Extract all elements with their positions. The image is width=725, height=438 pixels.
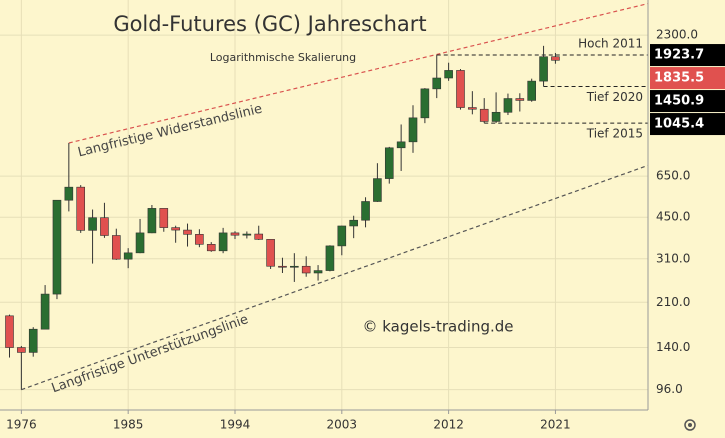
grid-layer bbox=[0, 0, 648, 410]
candle-body bbox=[301, 265, 311, 274]
candle-body bbox=[384, 147, 394, 179]
candle-body bbox=[100, 217, 109, 236]
candle-body bbox=[491, 111, 501, 122]
candle-body bbox=[171, 227, 180, 231]
trendline bbox=[68, 3, 649, 144]
price-marker-label: 1450.9 bbox=[654, 94, 704, 109]
candle-body bbox=[515, 98, 525, 101]
price-marker-label: 1045.4 bbox=[654, 117, 704, 132]
candle-body bbox=[361, 201, 370, 221]
candle-body bbox=[527, 80, 536, 101]
candle-body bbox=[242, 233, 252, 236]
candle-body bbox=[183, 229, 192, 235]
price-marker-label: 1923.7 bbox=[654, 48, 704, 63]
candle-body bbox=[396, 141, 406, 149]
candle-body bbox=[17, 347, 26, 353]
candle-body bbox=[135, 232, 145, 254]
candle-body bbox=[503, 98, 513, 113]
candle-body bbox=[278, 265, 287, 268]
candle-body bbox=[40, 293, 50, 330]
x-tick-label: 1985 bbox=[113, 418, 144, 432]
x-tick-label: 1976 bbox=[6, 418, 37, 432]
candle-body bbox=[444, 70, 453, 79]
candle-body bbox=[408, 117, 418, 143]
candle-body bbox=[456, 70, 465, 108]
y-tick-label: 450.0 bbox=[656, 210, 690, 224]
candle-body bbox=[28, 328, 38, 353]
candle-body bbox=[206, 244, 216, 252]
y-tick-label: 2300.0 bbox=[656, 28, 698, 42]
x-tick-label: 1994 bbox=[220, 418, 251, 432]
candle-body bbox=[76, 186, 86, 231]
candle-body bbox=[551, 56, 560, 61]
candle-body bbox=[313, 270, 323, 274]
chart-title: Gold-Futures (GC) Jahreschart bbox=[113, 12, 426, 36]
candle-body bbox=[337, 225, 347, 247]
trendline bbox=[21, 164, 649, 391]
settings-gear-center[interactable] bbox=[688, 423, 692, 427]
level-label: Tief 2015 bbox=[586, 127, 643, 141]
y-tick-label: 210.0 bbox=[656, 295, 690, 309]
candle-body bbox=[230, 232, 240, 236]
candle-body bbox=[468, 107, 477, 110]
candle-body bbox=[254, 233, 264, 240]
y-tick-label: 96.0 bbox=[656, 382, 683, 396]
x-tick-label: 2021 bbox=[540, 418, 571, 432]
price-marker bbox=[650, 113, 725, 136]
candle-body bbox=[195, 234, 204, 245]
candle-body bbox=[420, 88, 430, 119]
price-marker bbox=[650, 67, 725, 90]
price-marker bbox=[650, 44, 725, 67]
y-tick-label: 310.0 bbox=[656, 251, 690, 265]
candle-body bbox=[123, 252, 133, 260]
settings-icon[interactable] bbox=[684, 419, 696, 431]
candle-body bbox=[432, 77, 442, 90]
candle-body bbox=[147, 208, 157, 234]
candle-body bbox=[64, 186, 74, 201]
candle-body bbox=[325, 245, 335, 271]
x-tick-label: 2012 bbox=[433, 418, 464, 432]
y-tick-label: 140.0 bbox=[656, 340, 690, 354]
level-label: Tief 2020 bbox=[586, 90, 643, 104]
candle-body bbox=[479, 108, 489, 122]
level-label: Hoch 2011 bbox=[578, 37, 643, 51]
candle-body bbox=[112, 235, 121, 260]
candle-body bbox=[349, 219, 358, 227]
candle-body bbox=[373, 178, 382, 202]
candle-body bbox=[266, 239, 275, 267]
chart-subtitle: Logarithmische Skalierung bbox=[210, 51, 356, 64]
x-tick-label: 2003 bbox=[327, 418, 358, 432]
y-tick-label: 650.0 bbox=[656, 169, 690, 183]
candle-body bbox=[539, 56, 548, 82]
settings-gear[interactable] bbox=[684, 419, 696, 431]
candle-body bbox=[159, 208, 169, 228]
price-marker-label: 1835.5 bbox=[654, 71, 704, 86]
price-marker bbox=[650, 90, 725, 113]
candle-body bbox=[52, 199, 62, 295]
candle-body bbox=[88, 217, 97, 231]
candle-body bbox=[218, 232, 228, 252]
candle-body bbox=[5, 315, 14, 348]
plot-layer bbox=[5, 3, 649, 391]
candle-body bbox=[290, 265, 299, 268]
watermark: © kagels-trading.de bbox=[362, 318, 513, 336]
